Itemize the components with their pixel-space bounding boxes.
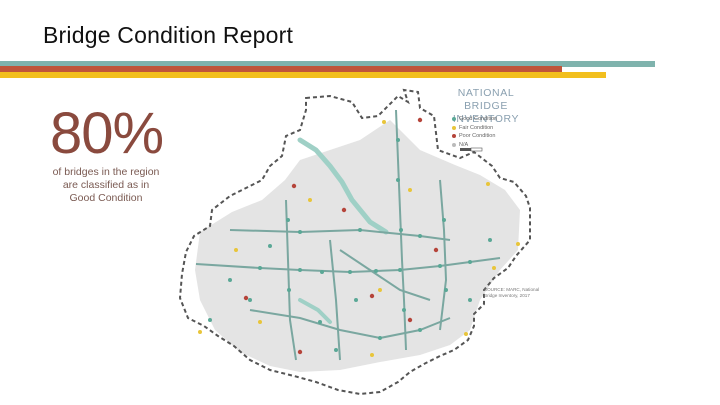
- page-title: Bridge Condition Report: [43, 22, 294, 48]
- bridge-fair: [492, 266, 496, 270]
- bridge-good: [444, 288, 448, 292]
- bridge-good: [298, 268, 302, 272]
- bridge-poor: [417, 117, 423, 123]
- bridge-good: [438, 264, 442, 268]
- legend-item-poor: Poor Condition: [452, 132, 497, 141]
- bridge-good: [258, 266, 262, 270]
- bridge-good: [396, 178, 400, 182]
- bridge-fair: [258, 320, 262, 324]
- map-legend: Good Condition Fair Condition Poor Condi…: [452, 115, 497, 149]
- bridge-good: [396, 138, 400, 142]
- bridge-good: [318, 320, 322, 324]
- bridge-fair: [370, 353, 374, 357]
- bridge-points: [198, 117, 520, 357]
- bridge-fair: [234, 248, 238, 252]
- stat-caption: of bridges in the region are classified …: [52, 166, 160, 204]
- bridge-good: [418, 328, 422, 332]
- map-title-line1: NATIONAL BRIDGE: [457, 87, 515, 112]
- bridge-fair: [308, 198, 312, 202]
- bridge-good: [358, 228, 362, 232]
- bridge-good: [418, 234, 422, 238]
- bridge-good: [468, 298, 472, 302]
- header-stripe-gold: [0, 72, 606, 78]
- bridge-poor: [243, 295, 249, 301]
- bridge-good: [399, 228, 403, 232]
- bridge-good: [286, 218, 290, 222]
- stat-block: 80% of bridges in the region are classif…: [50, 104, 190, 205]
- bridge-fair: [408, 188, 412, 192]
- bridge-good: [442, 218, 446, 222]
- bridge-poor: [297, 349, 303, 355]
- bridge-good: [398, 268, 402, 272]
- header-stripe-rust: [0, 66, 562, 72]
- header-stripe-teal: [0, 61, 655, 67]
- bridge-good: [354, 298, 358, 302]
- bridge-poor: [369, 293, 375, 299]
- bridge-poor: [291, 183, 297, 189]
- legend-dot: [452, 125, 456, 130]
- river: [297, 137, 389, 235]
- bridge-good: [248, 298, 252, 302]
- scale-bar: [460, 147, 483, 152]
- bridge-fair: [198, 330, 202, 334]
- map-source: SOURCE: MARC, National Bridge Inventory,…: [484, 287, 540, 298]
- river-branch: [298, 298, 332, 324]
- bridge-good: [298, 230, 302, 234]
- urban-area: [195, 120, 520, 372]
- legend-item-good: Good Condition: [452, 115, 497, 124]
- bridge-good: [334, 348, 338, 352]
- legend-dot: [452, 143, 456, 148]
- legend-item-na: N/A: [452, 141, 497, 150]
- stat-value: 80%: [50, 101, 164, 166]
- bridge-fair: [464, 332, 468, 336]
- bridge-poor: [433, 247, 439, 253]
- legend-dot: [452, 134, 456, 139]
- bridge-good: [468, 260, 472, 264]
- legend-item-fair: Fair Condition: [452, 124, 497, 133]
- bridge-good: [287, 288, 291, 292]
- map-title: NATIONAL BRIDGE INVENTORY: [436, 87, 536, 126]
- region-boundary: [178, 88, 531, 396]
- bridge-fair: [378, 288, 382, 292]
- bridge-fair: [516, 242, 520, 246]
- map-title-line2: INVENTORY: [452, 113, 520, 125]
- bridge-good: [268, 244, 272, 248]
- bridge-good: [488, 238, 492, 242]
- bridge-poor: [341, 207, 347, 213]
- bridge-fair: [382, 120, 386, 124]
- bridge-good: [208, 318, 212, 322]
- bridge-good: [228, 278, 232, 282]
- bridge-poor: [407, 317, 413, 323]
- bridge-good: [402, 308, 406, 312]
- bridge-good: [348, 270, 352, 274]
- bridge-fair: [486, 182, 490, 186]
- bridge-good: [374, 269, 378, 273]
- bridge-good: [378, 336, 382, 340]
- legend-dot: [452, 117, 456, 122]
- bridge-good: [320, 270, 324, 274]
